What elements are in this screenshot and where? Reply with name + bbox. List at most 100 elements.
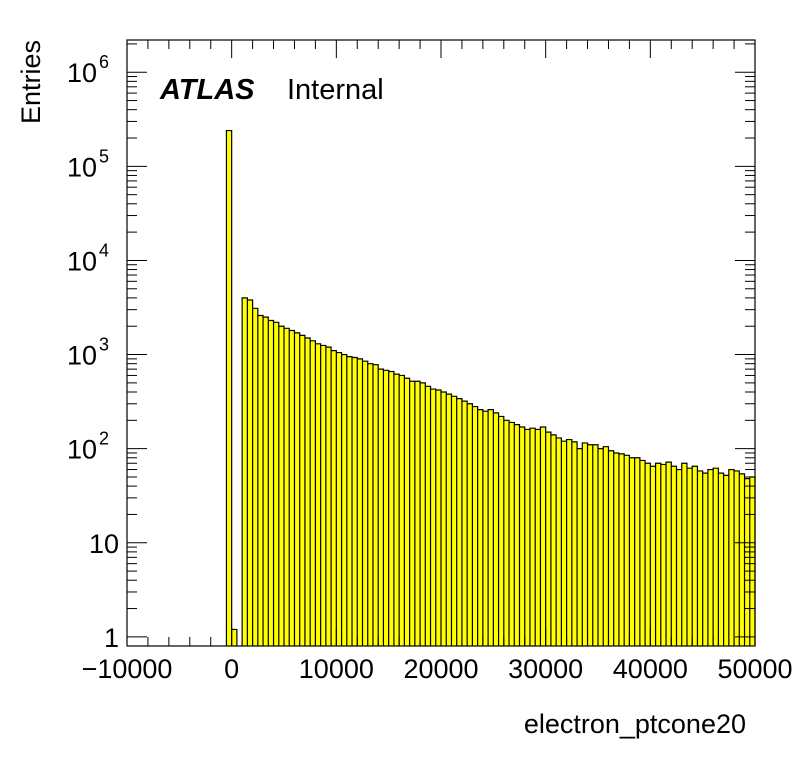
histogram-bar [226,130,232,647]
histogram-bar [645,463,651,646]
histogram-bar [718,473,724,646]
histogram-bar [639,460,646,646]
y-tick-exponent: 3 [99,335,109,355]
histogram-bar [461,401,468,646]
histogram-bar [336,352,342,646]
histogram-bar [263,317,269,646]
y-tick-exponent: 6 [99,52,109,72]
histogram-bar [367,363,373,646]
histogram-bar [550,434,557,646]
atlas-label: ATLAS [159,74,255,106]
histogram-bar [603,446,609,646]
histogram-bar [734,470,740,646]
x-tick-label: 20000 [403,654,478,684]
x-tick-label: 10000 [299,654,374,684]
histogram-bar [482,411,489,646]
histogram-bar [488,409,494,646]
histogram-bar [681,463,687,646]
histogram-bar [268,320,274,646]
histogram-bar [420,382,426,646]
histogram-bars [226,130,755,647]
histogram-bar [535,429,541,646]
histogram-bar [613,452,619,646]
histogram-bar [352,357,358,646]
x-tick-label: 30000 [508,654,583,684]
x-tick-label: 40000 [613,654,688,684]
histogram-bar [441,392,447,646]
y-tick-label: 10 4 [67,240,109,276]
histogram-bar [299,335,305,646]
y-tick-label: 1 [104,623,119,653]
y-tick-base: 10 [67,152,97,182]
histogram-bar [325,347,332,646]
y-tick-label: 10 2 [67,429,109,465]
histogram-bar [556,437,562,646]
histogram-bar [289,330,295,646]
histogram-bar [310,340,316,646]
y-tick-exponent: 4 [99,240,109,260]
histogram-bar [624,455,630,646]
histogram-bar [529,428,536,646]
histogram-bar [749,476,755,646]
x-tick-label: 50000 [717,654,792,684]
histogram-bar [257,315,264,646]
histogram-bar [545,432,551,646]
y-tick-base: 10 [67,246,97,276]
histogram-bar [592,444,598,646]
histogram-bar [388,371,394,646]
histogram-bar [467,403,473,646]
histogram-bar [629,457,635,646]
histogram-bar [278,326,284,646]
y-axis-title: Entries [16,40,46,124]
x-tick-label: −10000 [82,654,173,684]
histogram-bar [399,375,405,646]
histogram-bar [231,629,237,646]
x-axis-title: electron_ptcone20 [524,709,746,739]
histogram-bar [451,396,457,646]
histogram-bar [634,457,640,646]
histogram-bar [362,361,368,646]
histogram-bar [252,308,258,646]
histogram-bar [676,469,682,646]
y-tick-base: 10 [67,341,97,371]
histogram-bar [493,412,499,646]
histogram-bar [650,466,656,646]
histogram-bar [577,448,583,646]
histogram-bar [666,462,672,646]
histogram-bar [498,416,504,646]
histogram-bar [414,381,421,646]
y-tick-base: 10 [67,58,97,88]
histogram-bar [540,426,546,646]
histogram-bar [477,409,483,646]
histogram-bar [524,429,530,646]
histogram-outline [225,129,756,646]
histogram-bar [702,473,708,646]
histogram-bar [346,356,353,646]
histogram-bar [514,424,520,646]
histogram-bar [707,469,714,646]
histogram-bar [430,389,436,646]
histogram-bar [404,378,410,646]
histogram-bar [372,364,379,646]
histogram-bar [655,463,661,646]
histogram-bar [519,426,525,646]
histogram-bar [582,442,588,646]
histogram-bar [686,468,693,646]
histogram-bar [446,394,452,646]
y-tick-label: 10 [89,529,119,559]
histogram-bar [331,350,337,646]
y-tick-exponent: 2 [99,429,109,449]
y-tick-label: 10 3 [67,335,109,371]
histogram-bar [571,441,578,646]
histogram-bar [618,453,625,646]
histogram-bar [587,444,593,646]
histogram-bar [561,441,567,646]
histogram-bar [242,297,248,646]
histogram-bar [315,343,321,646]
histogram-bar [247,299,253,646]
histogram-bar [284,328,290,646]
histogram-bar [723,475,729,646]
histogram-bar [472,406,478,646]
